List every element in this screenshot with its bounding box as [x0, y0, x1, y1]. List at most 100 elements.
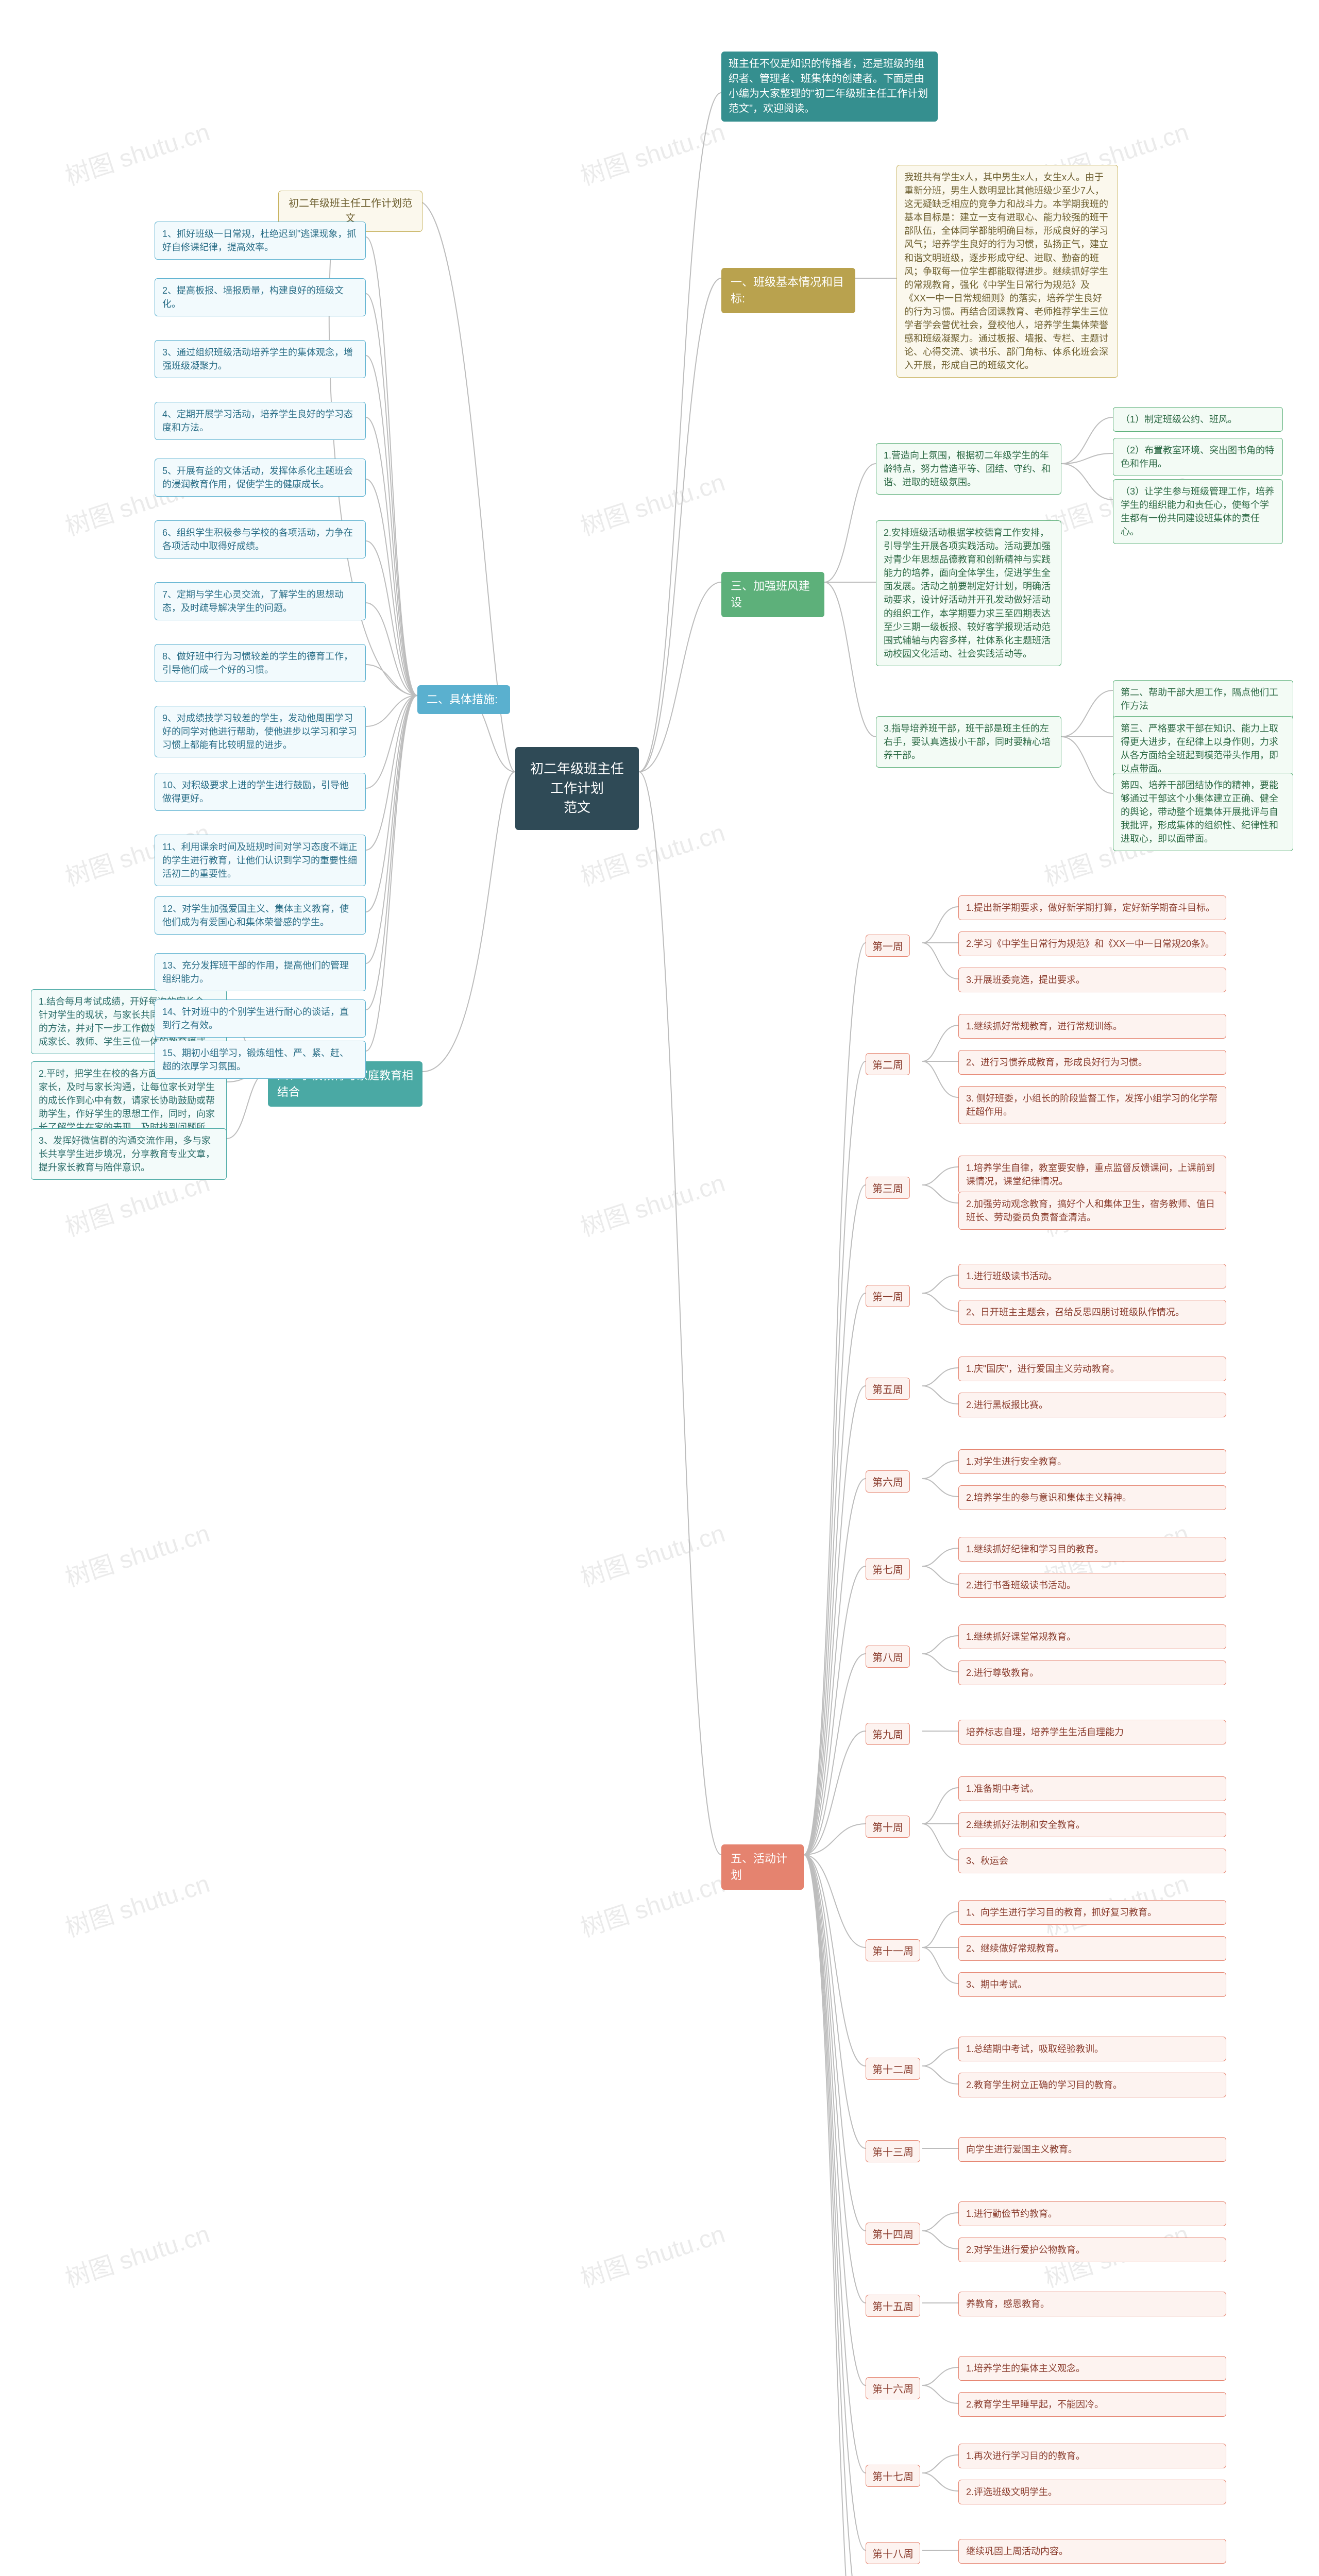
week-4-item-2: 2、日开班主主题会，召给反思四朋讨班级队作情况。 [958, 1300, 1226, 1325]
watermark: 树图 shutu.cn [60, 112, 213, 192]
section-1-body: 我班共有学生x人，其中男生x人，女生x人。由于重新分班，男生人数明显比其他班级少… [897, 165, 1118, 378]
week-label-5[interactable]: 第五周 [866, 1378, 910, 1400]
week-label-7[interactable]: 第七周 [866, 1558, 910, 1580]
watermark: 树图 shutu.cn [575, 112, 729, 192]
week-1-item-3: 3.开展班委竞选，提出要求。 [958, 968, 1226, 992]
week-label-6[interactable]: 第六周 [866, 1470, 910, 1493]
section-4-item-3: 3、发挥好微信群的沟通交流作用，多与家长共享学生进步境况，分享教育专业文章，提升… [31, 1128, 227, 1180]
week-7-item-2: 2.进行书香班级读书活动。 [958, 1573, 1226, 1598]
week-14-item-2: 2.对学生进行爱护公物教育。 [958, 2238, 1226, 2262]
week-7-item-1: 1.继续抓好纪律和学习目的教育。 [958, 1537, 1226, 1562]
week-label-10[interactable]: 第十周 [866, 1816, 910, 1838]
week-16-item-1: 1.培养学生的集体主义观念。 [958, 2356, 1226, 2381]
week-5-item-1: 1.庆"国庆"，进行爱国主义劳动教育。 [958, 1357, 1226, 1381]
section-3-item-1: 1.营造向上氛围，根据初二年级学生的年龄特点，努力营造平等、团结、守约、和谐、进… [876, 443, 1061, 495]
week-label-9[interactable]: 第九周 [866, 1723, 910, 1745]
week-8-item-1: 1.继续抓好课堂常规教育。 [958, 1624, 1226, 1649]
week-10-item-3: 3、秋运会 [958, 1849, 1226, 1873]
watermark: 树图 shutu.cn [1039, 2564, 1192, 2576]
section-3-item-2: 2.安排班级活动根据学校德育工作安排，引导学生开展各项实践活动。活动要加强对青少… [876, 520, 1061, 666]
watermark: 树图 shutu.cn [575, 1863, 729, 1944]
week-10-item-1: 1.准备期中考试。 [958, 1776, 1226, 1801]
week-14-item-1: 1.进行勤俭节约教育。 [958, 2201, 1226, 2226]
week-1-item-2: 2.学习《中学生日常行为规范》和《XX一中一日常规20条》。 [958, 931, 1226, 956]
week-label-11[interactable]: 第十一周 [866, 1939, 920, 1961]
week-label-8[interactable]: 第八周 [866, 1646, 910, 1668]
week-18-item-1: 继续巩固上周活动内容。 [958, 2539, 1226, 2564]
week-2-item-2: 2、进行习惯养成教育，形成良好行为习惯。 [958, 1050, 1226, 1075]
week-3-item-1: 1.培养学生自律，教室要安静，重点监督反馈课间，上课前到课情况，课堂纪律情况。 [958, 1156, 1226, 1194]
intro-node: 班主任不仅是知识的传播者，还是班级的组织者、管理者、班集体的创建者。下面是由小编… [721, 52, 938, 122]
week-label-2[interactable]: 第二周 [866, 1053, 910, 1075]
watermark: 树图 shutu.cn [60, 1863, 213, 1944]
section-2-item-1: 1、抓好班级一日常规，杜绝迟到"逃课现象，抓好自修课纪律，提高效率。 [155, 222, 366, 260]
section-3-sub3-3: 第四、培养干部团结协作的精神，要能够通过干部这个小集体建立正确、健全的舆论，带动… [1113, 773, 1293, 851]
week-6-item-2: 2.培养学生的参与意识和集体主义精神。 [958, 1485, 1226, 1510]
section-3-title[interactable]: 三、加强班风建设 [721, 572, 824, 617]
root-node[interactable]: 初二年级班主任工作计划 范文 [515, 747, 639, 830]
section-2-item-10: 10、对积级要求上进的学生进行鼓励，引导他做得更好。 [155, 773, 366, 811]
section-3-sub1-1: （1）制定班级公约、班风。 [1113, 407, 1283, 432]
section-2-item-4: 4、定期开展学习活动，培养学生良好的学习态度和方法。 [155, 402, 366, 440]
week-label-15[interactable]: 第十五周 [866, 2295, 920, 2317]
week-8-item-2: 2.进行尊敬教育。 [958, 1660, 1226, 1685]
watermark: 树图 shutu.cn [60, 2214, 213, 2294]
watermark: 树图 shutu.cn [60, 1513, 213, 1594]
section-2-item-13: 13、充分发挥班干部的作用，提高他们的管理组织能力。 [155, 953, 366, 991]
week-6-item-1: 1.对学生进行安全教育。 [958, 1449, 1226, 1474]
section-5-title[interactable]: 五、活动计划 [721, 1844, 804, 1890]
watermark: 树图 shutu.cn [60, 2564, 213, 2576]
section-2-item-9: 9、对成绩技学习较差的学生，发动他周围学习好的同学对他进行帮助，使他进步以学习和… [155, 706, 366, 757]
section-1-title[interactable]: 一、班级基本情况和目标: [721, 268, 855, 313]
week-11-item-1: 1、向学生进行学习目的教育，抓好复习教育。 [958, 1900, 1226, 1925]
section-2-item-6: 6、组织学生积极参与学校的各项活动，力争在各项活动中取得好成绩。 [155, 520, 366, 558]
week-15-item-1: 养教育，感恩教育。 [958, 2292, 1226, 2316]
week-9-item-1: 培养标志自理，培养学生生活自理能力 [958, 1720, 1226, 1744]
week-10-item-2: 2.继续抓好法制和安全教育。 [958, 1812, 1226, 1837]
week-label-18[interactable]: 第十八周 [866, 2542, 920, 2564]
week-label-12[interactable]: 第十二周 [866, 2058, 920, 2080]
week-2-item-3: 3. 侧好班委，小组长的阶段监督工作，发挥小组学习的化学帮赶超作用。 [958, 1086, 1226, 1124]
section-3-sub1-2: （2）布置教室环境、突出图书角的特色和作用。 [1113, 438, 1283, 476]
watermark: 树图 shutu.cn [575, 462, 729, 543]
week-5-item-2: 2.进行黑板报比赛。 [958, 1393, 1226, 1417]
week-label-17[interactable]: 第十七周 [866, 2465, 920, 2487]
week-label-3[interactable]: 第三周 [866, 1177, 910, 1199]
section-3-sub1-3: （3）让学生参与班级管理工作，培养学生的组织能力和责任心，使每个学生都有一份共同… [1113, 479, 1283, 544]
section-2-item-7: 7、定期与学生心灵交流，了解学生的思想动态，及时疏导解决学生的问题。 [155, 582, 366, 620]
week-label-1[interactable]: 第一周 [866, 935, 910, 957]
week-11-item-3: 3、期中考试。 [958, 1972, 1226, 1997]
section-2-item-15: 15、期初小组学习，锻炼组性、严、紧、赶、超的浓厚学习氛围。 [155, 1041, 366, 1079]
section-2-item-11: 11、利用课余时间及班规时间对学习态度不端正的学生进行教育，让他们认识到学习的重… [155, 835, 366, 886]
section-2-item-2: 2、提高板报、墙报质量，构建良好的班级文化。 [155, 278, 366, 316]
watermark: 树图 shutu.cn [575, 2214, 729, 2294]
section-3-sub3-1: 第二、帮助干部大胆工作，隔点他们工作方法 [1113, 680, 1293, 718]
week-12-item-2: 2.教育学生树立正确的学习目的教育。 [958, 2073, 1226, 2097]
section-2-item-3: 3、通过组织班级活动培养学生的集体观念，增强班级凝聚力。 [155, 340, 366, 378]
week-13-item-1: 向学生进行爱国主义教育。 [958, 2137, 1226, 2162]
week-17-item-1: 1.再次进行学习目的的教育。 [958, 2444, 1226, 2468]
section-2-item-12: 12、对学生加强爱国主义、集体主义教育，使他们成为有爱国心和集体荣誉感的学生。 [155, 896, 366, 935]
week-1-item-1: 1.提出新学期要求，做好新学期打算，定好新学期奋斗目标。 [958, 895, 1226, 920]
watermark: 树图 shutu.cn [575, 2564, 729, 2576]
section-3-item-3: 3.指导培养班干部，班干部是班主任的左右手，要认真选拔小干部，同时要精心培养干部… [876, 716, 1061, 768]
section-2-item-14: 14、针对班中的个别学生进行耐心的谈话，直到行之有效。 [155, 999, 366, 1038]
watermark: 树图 shutu.cn [575, 1163, 729, 1243]
mindmap-page: 树图 shutu.cn 树图 shutu.cn 树图 shutu.cn 树图 s… [0, 0, 1319, 2576]
week-label-14[interactable]: 第十四周 [866, 2223, 920, 2245]
section-3-sub3-2: 第三、严格要求干部在知识、能力上取得更大进步，在纪律上以身作则，力求从各方面给全… [1113, 716, 1293, 781]
week-3-item-2: 2.加强劳动观念教育，搞好个人和集体卫生，宿务教师、值日班长、劳动委员负责督查清… [958, 1192, 1226, 1230]
week-4-item-1: 1.进行班级读书活动。 [958, 1264, 1226, 1289]
section-2-item-5: 5、开展有益的文体活动，发挥体系化主题班会的浸润教育作用，促使学生的健康成长。 [155, 459, 366, 497]
week-12-item-1: 1.总结期中考试，吸取经验教训。 [958, 2037, 1226, 2061]
section-2-title[interactable]: 二、具体措施: [417, 685, 510, 714]
week-label-4[interactable]: 第一周 [866, 1285, 910, 1307]
week-11-item-2: 2、继续做好常规教育。 [958, 1936, 1226, 1961]
week-2-item-1: 1.继续抓好常规教育，进行常规训练。 [958, 1014, 1226, 1039]
week-17-item-2: 2.评选班级文明学生。 [958, 2480, 1226, 2504]
week-16-item-2: 2.教育学生早睡早起，不能因冷。 [958, 2392, 1226, 2417]
section-2-item-8: 8、做好班中行为习惯较差的学生的德育工作，引导他们成一个好的习惯。 [155, 644, 366, 682]
watermark: 树图 shutu.cn [575, 1513, 729, 1594]
week-label-16[interactable]: 第十六周 [866, 2377, 920, 2399]
week-label-13[interactable]: 第十三周 [866, 2140, 920, 2162]
